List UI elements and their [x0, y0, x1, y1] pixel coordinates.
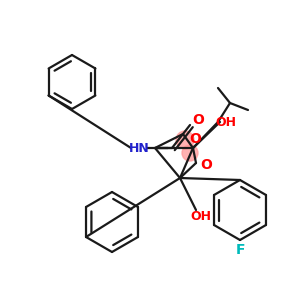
Circle shape	[176, 131, 194, 149]
Text: OH: OH	[215, 116, 236, 128]
Text: F: F	[235, 243, 245, 257]
Text: OH: OH	[190, 211, 212, 224]
Text: O: O	[192, 113, 204, 127]
Text: HN: HN	[129, 142, 149, 154]
Text: O: O	[189, 132, 201, 146]
Text: O: O	[200, 158, 212, 172]
Circle shape	[182, 145, 198, 161]
